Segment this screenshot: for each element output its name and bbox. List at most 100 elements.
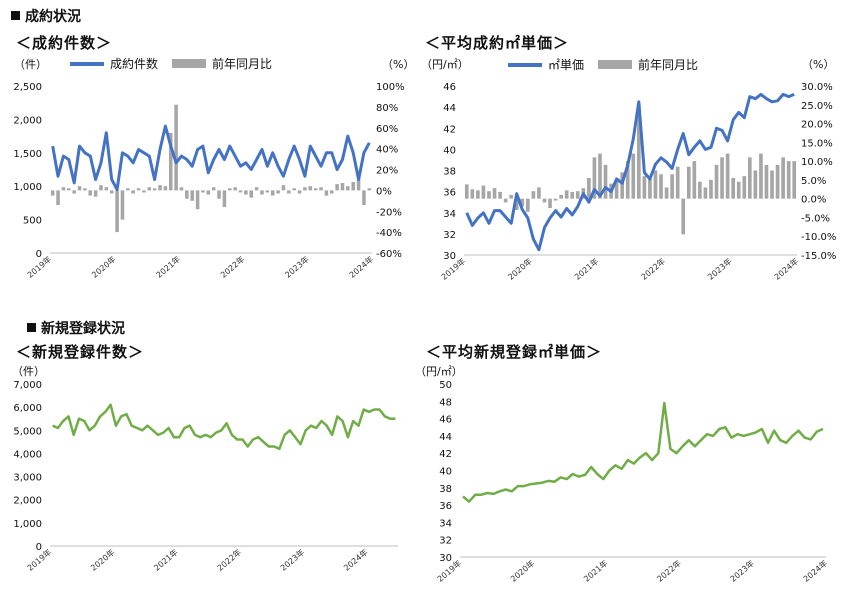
- x-tick-label: 2022年: [218, 254, 246, 280]
- yoy-bar: [104, 187, 109, 191]
- yoy-bar: [168, 132, 173, 191]
- yoy-bar: [520, 198, 525, 207]
- right-tick-label: 60%: [376, 124, 398, 135]
- yoy-bar: [531, 191, 536, 199]
- yoy-bar: [276, 190, 280, 194]
- left-tick-label: 30: [443, 251, 456, 262]
- yoy-bar: [67, 188, 71, 191]
- x-tick-label: 2024年: [772, 256, 800, 282]
- legend-bar-label: 前年同月比: [212, 57, 273, 71]
- right-tick-label: -5.0%: [801, 213, 830, 224]
- yoy-bar: [575, 191, 580, 199]
- yoy-bar: [142, 190, 146, 193]
- yoy-bar: [603, 164, 608, 199]
- yoy-bar: [158, 185, 162, 191]
- yoy-bar: [367, 188, 372, 191]
- legend-line-swatch: [70, 61, 104, 66]
- yoy-bar: [553, 198, 558, 201]
- section-heading-contracts: 成約状況: [11, 6, 81, 26]
- right-axis-unit: （%）: [382, 58, 415, 71]
- yoy-bar: [356, 178, 361, 191]
- yoy-bar: [233, 187, 237, 191]
- left-tick-label: 44: [443, 103, 456, 114]
- yoy-bar: [72, 190, 76, 194]
- right-tick-label: 20%: [376, 166, 398, 177]
- yoy-bar: [163, 186, 168, 191]
- left-tick-label: 5,000: [13, 426, 42, 437]
- yoy-bar: [481, 185, 486, 199]
- x-tick-label: 2022年: [639, 256, 667, 282]
- x-tick-label: 2024年: [341, 547, 369, 573]
- left-tick-label: 0: [36, 542, 42, 553]
- yoy-bar: [126, 188, 130, 191]
- series-line: [51, 124, 371, 191]
- left-tick-label: 40: [443, 145, 456, 156]
- left-axis-unit: （件）: [14, 58, 47, 71]
- yoy-bar: [548, 198, 552, 209]
- yoy-bar: [476, 190, 480, 199]
- yoy-bar: [61, 187, 66, 191]
- yoy-bar: [659, 174, 663, 199]
- chart-contract-count: 0 500 1,000 1,500 2,000 2,500 -60% -40% -20% 0% 20…: [13, 82, 404, 280]
- yoy-bar: [692, 161, 697, 199]
- left-axis-unit: （円/㎡）: [415, 365, 463, 378]
- yoy-bar: [753, 170, 758, 199]
- left-tick-label: 38: [439, 484, 452, 495]
- yoy-bar: [281, 185, 286, 191]
- right-tick-label: 30.0%: [801, 82, 833, 93]
- bullet-square-icon: [27, 323, 36, 332]
- yoy-bar: [179, 187, 184, 191]
- yoy-bar: [542, 198, 547, 203]
- left-tick-label: 30: [439, 553, 452, 564]
- yoy-bar: [88, 190, 93, 196]
- yoy-bar: [206, 190, 211, 195]
- legend-bar-label: 前年同月比: [638, 58, 699, 72]
- x-tick-label: 2020年: [88, 547, 116, 573]
- right-tick-label: -40%: [376, 228, 402, 239]
- yoy-bar: [714, 164, 719, 199]
- left-tick-label: 1,000: [13, 519, 42, 530]
- yoy-bar: [131, 190, 135, 194]
- left-tick-label: 48: [439, 397, 452, 408]
- yoy-bar: [313, 188, 318, 191]
- yoy-bar: [653, 170, 658, 199]
- right-tick-label: 25.0%: [801, 101, 833, 112]
- yoy-bar: [362, 190, 366, 205]
- yoy-bar: [292, 188, 296, 191]
- yoy-bar: [319, 187, 323, 191]
- left-tick-label: 1,000: [13, 182, 42, 193]
- yoy-bar: [664, 187, 669, 199]
- yoy-bar: [631, 153, 636, 199]
- x-tick-label: 2024年: [801, 558, 829, 584]
- yoy-bar: [498, 191, 502, 199]
- yoy-bar: [509, 194, 514, 199]
- yoy-bar: [329, 190, 334, 194]
- bullet-square-icon: [11, 11, 20, 20]
- yoy-bar: [747, 157, 752, 199]
- left-tick-label: 40: [439, 467, 452, 478]
- right-tick-label: 10.0%: [801, 157, 833, 168]
- left-tick-label: 34: [443, 209, 456, 220]
- x-tick-label: 2021年: [152, 547, 180, 573]
- yoy-bar: [120, 190, 125, 220]
- yoy-bar: [244, 190, 248, 195]
- yoy-bar: [147, 187, 152, 191]
- right-tick-label: -20%: [376, 207, 402, 218]
- yoy-bar: [720, 157, 724, 199]
- yoy-bar: [346, 186, 350, 191]
- left-tick-label: 2,000: [13, 496, 42, 507]
- yoy-bar: [570, 191, 575, 199]
- x-tick-label: 2023年: [278, 547, 306, 573]
- yoy-bar: [786, 161, 791, 199]
- legend-bar-swatch: [598, 60, 633, 69]
- yoy-bar: [201, 190, 205, 193]
- legend-line-label: ㎡単価: [548, 58, 585, 72]
- yoy-bar: [217, 190, 221, 199]
- x-tick-label: 2024年: [347, 254, 375, 280]
- yoy-bar: [464, 184, 469, 199]
- right-tick-label: 40%: [376, 145, 398, 156]
- right-tick-label: 15.0%: [801, 138, 833, 149]
- right-tick-label: 80%: [376, 103, 398, 114]
- yoy-bar: [77, 186, 82, 191]
- yoy-bar: [525, 198, 530, 212]
